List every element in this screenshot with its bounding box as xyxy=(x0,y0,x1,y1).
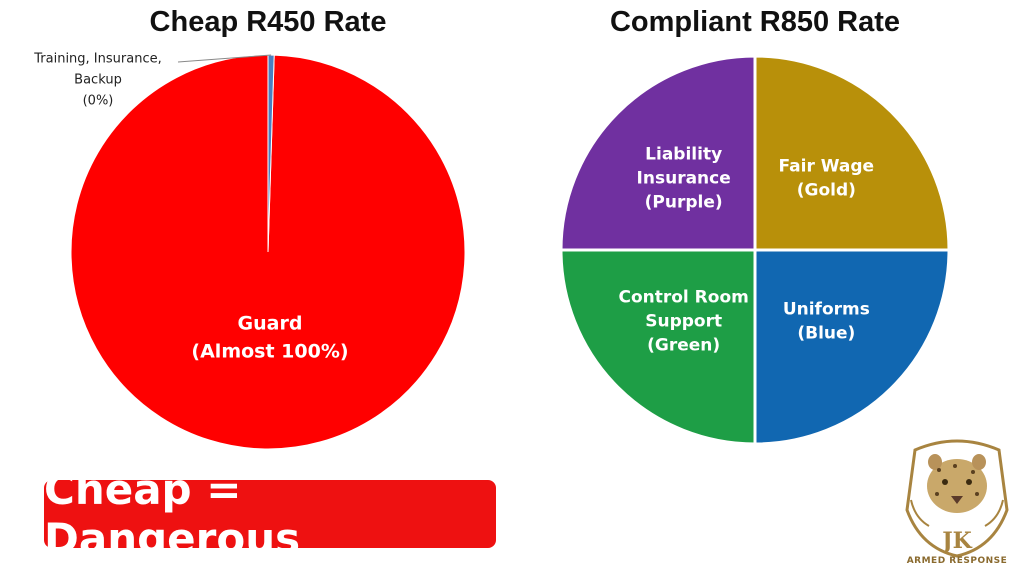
pie-chart-compliant: Fair Wage (Gold) Uniforms (Blue) Control Roo… xyxy=(559,54,951,446)
pie-slice-fair-wage xyxy=(753,54,951,252)
slice-label: Liability xyxy=(645,145,722,165)
slice-label: Backup xyxy=(74,73,122,88)
slice-label: Support xyxy=(645,311,722,331)
pie-slice-liability-insurance xyxy=(559,54,757,252)
slice-label: (Gold) xyxy=(797,181,856,201)
slice-label: (Blue) xyxy=(797,323,855,343)
slice-label: Guard xyxy=(238,313,303,335)
slice-label: (Almost 100%) xyxy=(191,341,348,363)
slice-label: Uniforms xyxy=(783,299,870,319)
chart-title-cheap: Cheap R450 Rate xyxy=(149,6,387,38)
slice-label: (0%) xyxy=(83,94,114,109)
slice-label: Control Room xyxy=(618,287,748,307)
slice-label: Fair Wage xyxy=(779,157,875,177)
slice-label: (Green) xyxy=(647,335,720,355)
pie-chart-cheap: Training, Insurance, Backup (0%) Guard (Almo… xyxy=(33,52,466,450)
leader-line xyxy=(177,54,272,63)
leopard-head-icon: JK xyxy=(905,439,1009,558)
logo-initials: JK xyxy=(940,528,972,554)
slice-label: Insurance xyxy=(637,169,731,189)
chart-title-compliant: Compliant R850 Rate xyxy=(609,6,901,38)
pie-slice-control-room xyxy=(559,248,757,446)
slice-label: Training, Insurance, xyxy=(33,52,161,67)
pie-slice-uniforms xyxy=(753,248,951,446)
logo-text: ARMED RESPONSE xyxy=(906,556,1008,566)
warning-banner: Cheap = Dangerous xyxy=(44,465,496,563)
slice-label: (Purple) xyxy=(645,193,723,213)
